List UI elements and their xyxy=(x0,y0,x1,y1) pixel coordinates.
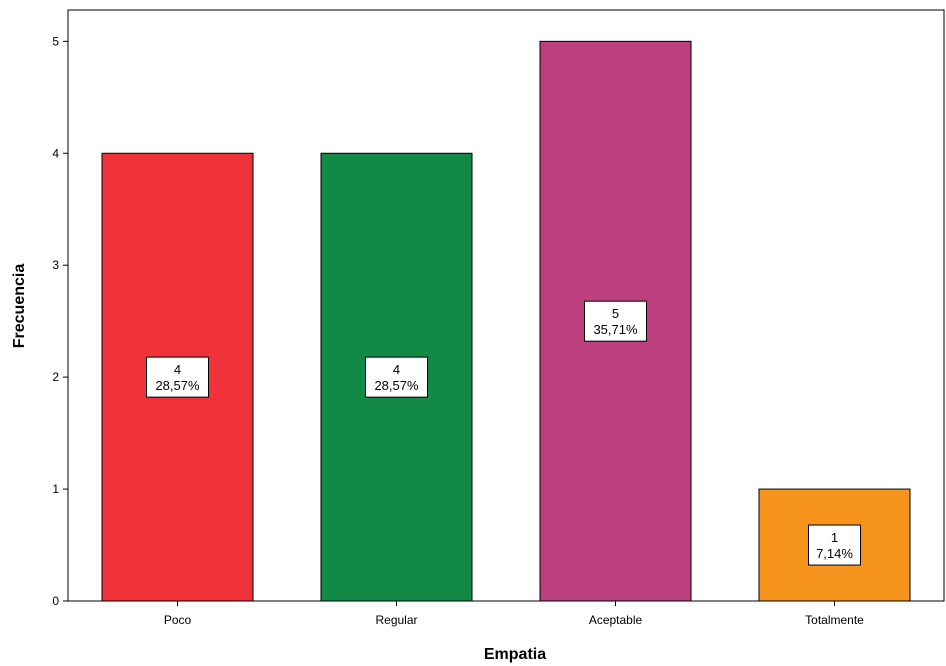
y-tick-label: 3 xyxy=(52,258,59,272)
y-tick-label: 4 xyxy=(52,146,59,160)
y-tick-label: 5 xyxy=(52,34,59,48)
data-label-percent: 28,57% xyxy=(374,378,419,393)
data-label-percent: 28,57% xyxy=(155,378,200,393)
y-axis-title: Frecuencia xyxy=(11,264,28,349)
x-tick-label: Regular xyxy=(375,613,417,627)
x-axis-title: Empatia xyxy=(484,646,546,663)
data-label-count: 5 xyxy=(612,306,619,321)
x-tick-label: Aceptable xyxy=(589,613,643,627)
data-label-box xyxy=(584,300,647,342)
x-tick-label: Poco xyxy=(164,613,192,627)
data-label-count: 4 xyxy=(393,362,400,377)
y-tick-label: 2 xyxy=(52,370,59,384)
data-label-count: 4 xyxy=(174,362,181,377)
data-label-percent: 35,71% xyxy=(593,322,638,337)
data-label-count: 1 xyxy=(831,530,838,545)
data-label-box xyxy=(365,356,428,398)
data-label-percent: 7,14% xyxy=(816,546,853,561)
data-label-box xyxy=(146,356,209,398)
data-label-box xyxy=(808,524,861,566)
x-tick-label: Totalmente xyxy=(805,613,864,627)
y-tick-label: 1 xyxy=(52,482,59,496)
plot-area xyxy=(67,9,945,602)
y-tick-label: 0 xyxy=(52,594,59,608)
